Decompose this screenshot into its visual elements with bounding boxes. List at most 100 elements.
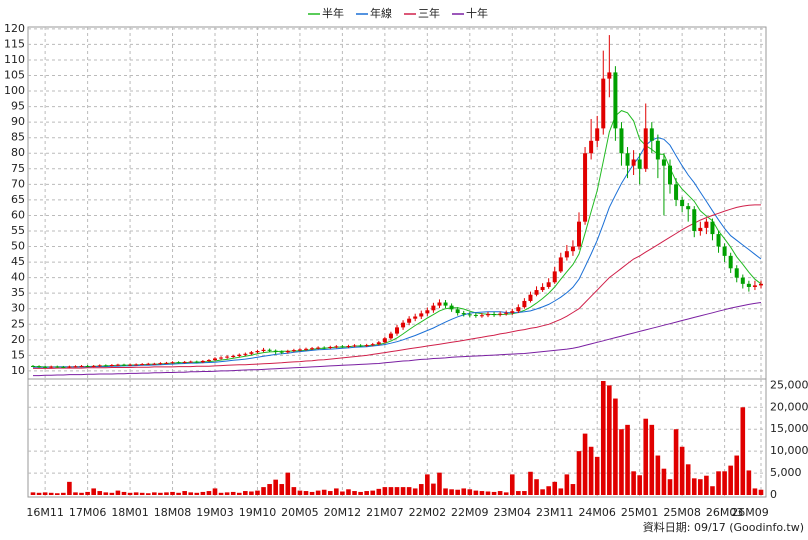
candle-body <box>546 282 551 287</box>
volume-bar <box>91 488 96 495</box>
volume-bar <box>340 491 345 495</box>
volume-bar <box>673 429 679 495</box>
volume-bar <box>588 446 594 495</box>
volume-bar <box>97 491 103 495</box>
volume-bar <box>394 487 400 495</box>
candle-body <box>352 345 357 347</box>
candle-body <box>534 290 539 295</box>
volume-bar <box>698 479 703 495</box>
candle-body <box>528 294 533 301</box>
volume-bar <box>685 464 691 495</box>
candle-body <box>649 128 654 141</box>
volume-bar <box>321 489 327 495</box>
volume-bar <box>710 486 715 495</box>
volume-bar <box>61 492 66 495</box>
volume-bar <box>534 479 539 495</box>
volume-bar <box>479 491 485 495</box>
candle-body <box>516 307 521 312</box>
volume-bar <box>139 492 145 495</box>
volume-bar <box>649 424 655 495</box>
candle-body <box>164 362 169 364</box>
volume-bar <box>503 492 509 495</box>
candle-body <box>413 316 418 319</box>
x-tick-label: 17M06 <box>69 506 107 519</box>
candle-body <box>285 351 290 353</box>
volume-bar <box>346 489 351 495</box>
volume-bar <box>158 492 163 495</box>
y2-tick-label: 10,000 <box>770 444 808 457</box>
volume-bar <box>285 472 291 495</box>
volume-bar <box>121 491 127 495</box>
candle-body <box>704 221 709 228</box>
candle-body <box>122 364 126 366</box>
volume-bar <box>79 492 84 495</box>
candle-body <box>37 366 42 368</box>
volume-bar <box>48 492 54 495</box>
volume-bar <box>600 381 606 495</box>
volume-bar <box>255 490 260 495</box>
volume-bar <box>230 491 236 495</box>
y-tick-label: 105 <box>4 69 25 82</box>
candle-body <box>49 366 54 368</box>
candle-body <box>722 246 727 256</box>
candle-body <box>243 353 248 355</box>
legend-label: 十年 <box>466 6 488 20</box>
y-tick-label: 45 <box>11 255 25 268</box>
x-tick-label: 20M05 <box>281 506 319 519</box>
candle-body <box>140 364 145 366</box>
candle-body <box>182 361 187 363</box>
volume-bar <box>358 491 363 495</box>
x-tick-label: 22M09 <box>451 506 489 519</box>
candle-body <box>467 314 472 316</box>
candle-body <box>194 361 199 363</box>
candle-body <box>231 355 236 357</box>
volume-bar <box>67 481 72 495</box>
volume-bar <box>36 492 42 495</box>
candle-body <box>486 314 490 316</box>
y-tick-label: 95 <box>11 100 25 113</box>
candle-body <box>103 365 108 367</box>
volume-bar <box>540 489 545 495</box>
candle-body <box>619 128 624 154</box>
candle-body <box>382 338 387 343</box>
volume-bar <box>218 492 224 495</box>
y-tick-label: 50 <box>11 240 25 253</box>
candle-body <box>249 352 254 354</box>
candle-body <box>128 364 133 366</box>
volume-bar <box>522 491 527 495</box>
candle-body <box>67 366 72 368</box>
candle-body <box>340 346 345 348</box>
candle-body <box>176 362 181 364</box>
x-tick-label: 23M04 <box>494 506 532 519</box>
candle-body <box>583 153 588 222</box>
candle-body <box>589 140 594 154</box>
candle-body <box>61 366 66 368</box>
volume-bar <box>400 487 406 495</box>
y-tick-label: 85 <box>11 131 25 144</box>
volume-bar <box>73 492 78 495</box>
volume-bar <box>30 492 36 495</box>
volume-bar <box>176 492 181 495</box>
candle-body <box>473 314 478 316</box>
candle-body <box>577 221 581 247</box>
candle-body <box>188 361 193 363</box>
candle-body <box>43 366 48 368</box>
candle-body <box>419 313 424 317</box>
volume-bar <box>376 488 382 495</box>
volume-bar <box>461 488 467 495</box>
y2-tick-label: 25,000 <box>770 378 808 391</box>
volume-bar <box>334 488 339 495</box>
volume-bar <box>449 489 454 495</box>
volume-bar <box>315 490 321 495</box>
volume-bar <box>152 492 157 495</box>
y-tick-label: 80 <box>11 146 25 159</box>
candle-body <box>152 363 157 365</box>
candle-body <box>552 271 557 283</box>
candle-body <box>680 199 685 207</box>
volume-bar <box>552 481 558 495</box>
candle-body <box>461 313 466 315</box>
volume-bar <box>467 489 473 495</box>
candle-body <box>91 365 96 367</box>
candle-body <box>425 310 430 314</box>
candle-body <box>158 363 163 365</box>
